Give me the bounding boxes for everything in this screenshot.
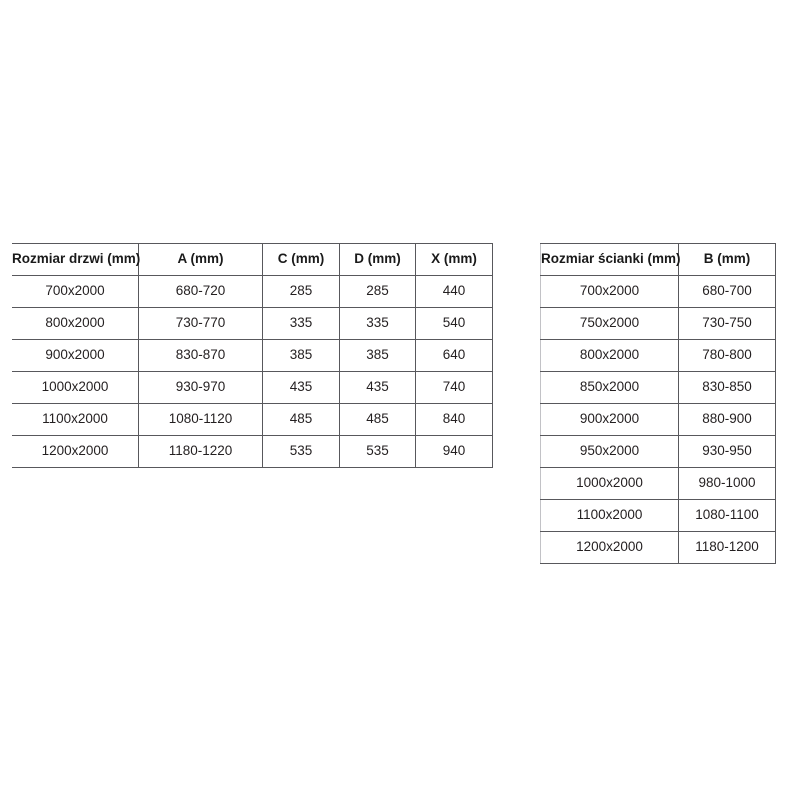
cell-b: 880-900: [678, 403, 776, 436]
cell-wall-size: 1000x2000: [540, 467, 679, 500]
cell-door-size: 1100x2000: [12, 403, 139, 436]
cell-a: 930-970: [138, 371, 263, 404]
table-row: 950x2000 930-950: [540, 435, 776, 468]
cell-x: 640: [415, 339, 493, 372]
cell-b: 1180-1200: [678, 531, 776, 564]
cell-wall-size: 800x2000: [540, 339, 679, 372]
cell-d: 435: [339, 371, 416, 404]
cell-d: 385: [339, 339, 416, 372]
column-header-a: A (mm): [138, 243, 263, 276]
column-header-c: C (mm): [262, 243, 340, 276]
cell-x: 840: [415, 403, 493, 436]
cell-x: 540: [415, 307, 493, 340]
cell-door-size: 1200x2000: [12, 435, 139, 468]
table-header-row: Rozmiar drzwi (mm) A (mm) C (mm) D (mm) …: [12, 243, 493, 276]
table-row: 1000x2000 930-970 435 435 740: [12, 371, 493, 404]
table-row: 1100x2000 1080-1100: [540, 499, 776, 532]
table-row: 900x2000 880-900: [540, 403, 776, 436]
column-header-d: D (mm): [339, 243, 416, 276]
table-row: 900x2000 830-870 385 385 640: [12, 339, 493, 372]
cell-b: 730-750: [678, 307, 776, 340]
cell-wall-size: 900x2000: [540, 403, 679, 436]
table-row: 1200x2000 1180-1200: [540, 531, 776, 564]
cell-wall-size: 750x2000: [540, 307, 679, 340]
column-header-wall-size: Rozmiar ścianki (mm): [540, 243, 681, 276]
cell-b: 680-700: [678, 275, 776, 308]
cell-wall-size: 950x2000: [540, 435, 679, 468]
cell-wall-size: 1100x2000: [540, 499, 679, 532]
cell-door-size: 1000x2000: [12, 371, 139, 404]
cell-c: 385: [262, 339, 340, 372]
wall-panel-size-table-body: Rozmiar ścianki (mm) B (mm) 700x2000 680…: [540, 243, 776, 564]
cell-d: 335: [339, 307, 416, 340]
table-row: 1100x2000 1080-1120 485 485 840: [12, 403, 493, 436]
table-header-row: Rozmiar ścianki (mm) B (mm): [540, 243, 776, 276]
cell-a: 830-870: [138, 339, 263, 372]
cell-a: 730-770: [138, 307, 263, 340]
cell-x: 440: [415, 275, 493, 308]
cell-c: 535: [262, 435, 340, 468]
column-header-x: X (mm): [415, 243, 493, 276]
cell-c: 285: [262, 275, 340, 308]
table-row: 1200x2000 1180-1220 535 535 940: [12, 435, 493, 468]
door-size-table-body: Rozmiar drzwi (mm) A (mm) C (mm) D (mm) …: [12, 243, 493, 468]
table-row: 700x2000 680-720 285 285 440: [12, 275, 493, 308]
cell-c: 435: [262, 371, 340, 404]
column-header-b: B (mm): [678, 243, 776, 276]
table-row: 850x2000 830-850: [540, 371, 776, 404]
table-row: 800x2000 780-800: [540, 339, 776, 372]
wall-panel-size-table: Rozmiar ścianki (mm) B (mm) 700x2000 680…: [540, 243, 776, 564]
cell-a: 1180-1220: [138, 435, 263, 468]
cell-a: 1080-1120: [138, 403, 263, 436]
door-size-table: Rozmiar drzwi (mm) A (mm) C (mm) D (mm) …: [12, 243, 493, 468]
cell-b: 980-1000: [678, 467, 776, 500]
table-row: 1000x2000 980-1000: [540, 467, 776, 500]
table-row: 750x2000 730-750: [540, 307, 776, 340]
cell-door-size: 900x2000: [12, 339, 139, 372]
cell-a: 680-720: [138, 275, 263, 308]
cell-d: 285: [339, 275, 416, 308]
cell-wall-size: 700x2000: [540, 275, 679, 308]
cell-b: 930-950: [678, 435, 776, 468]
cell-c: 485: [262, 403, 340, 436]
table-row: 700x2000 680-700: [540, 275, 776, 308]
cell-c: 335: [262, 307, 340, 340]
cell-x: 740: [415, 371, 493, 404]
cell-b: 780-800: [678, 339, 776, 372]
cell-door-size: 800x2000: [12, 307, 139, 340]
cell-wall-size: 1200x2000: [540, 531, 679, 564]
cell-b: 1080-1100: [678, 499, 776, 532]
cell-door-size: 700x2000: [12, 275, 139, 308]
cell-b: 830-850: [678, 371, 776, 404]
column-header-door-size: Rozmiar drzwi (mm): [12, 243, 140, 276]
table-row: 800x2000 730-770 335 335 540: [12, 307, 493, 340]
cell-wall-size: 850x2000: [540, 371, 679, 404]
cell-x: 940: [415, 435, 493, 468]
cell-d: 485: [339, 403, 416, 436]
cell-d: 535: [339, 435, 416, 468]
